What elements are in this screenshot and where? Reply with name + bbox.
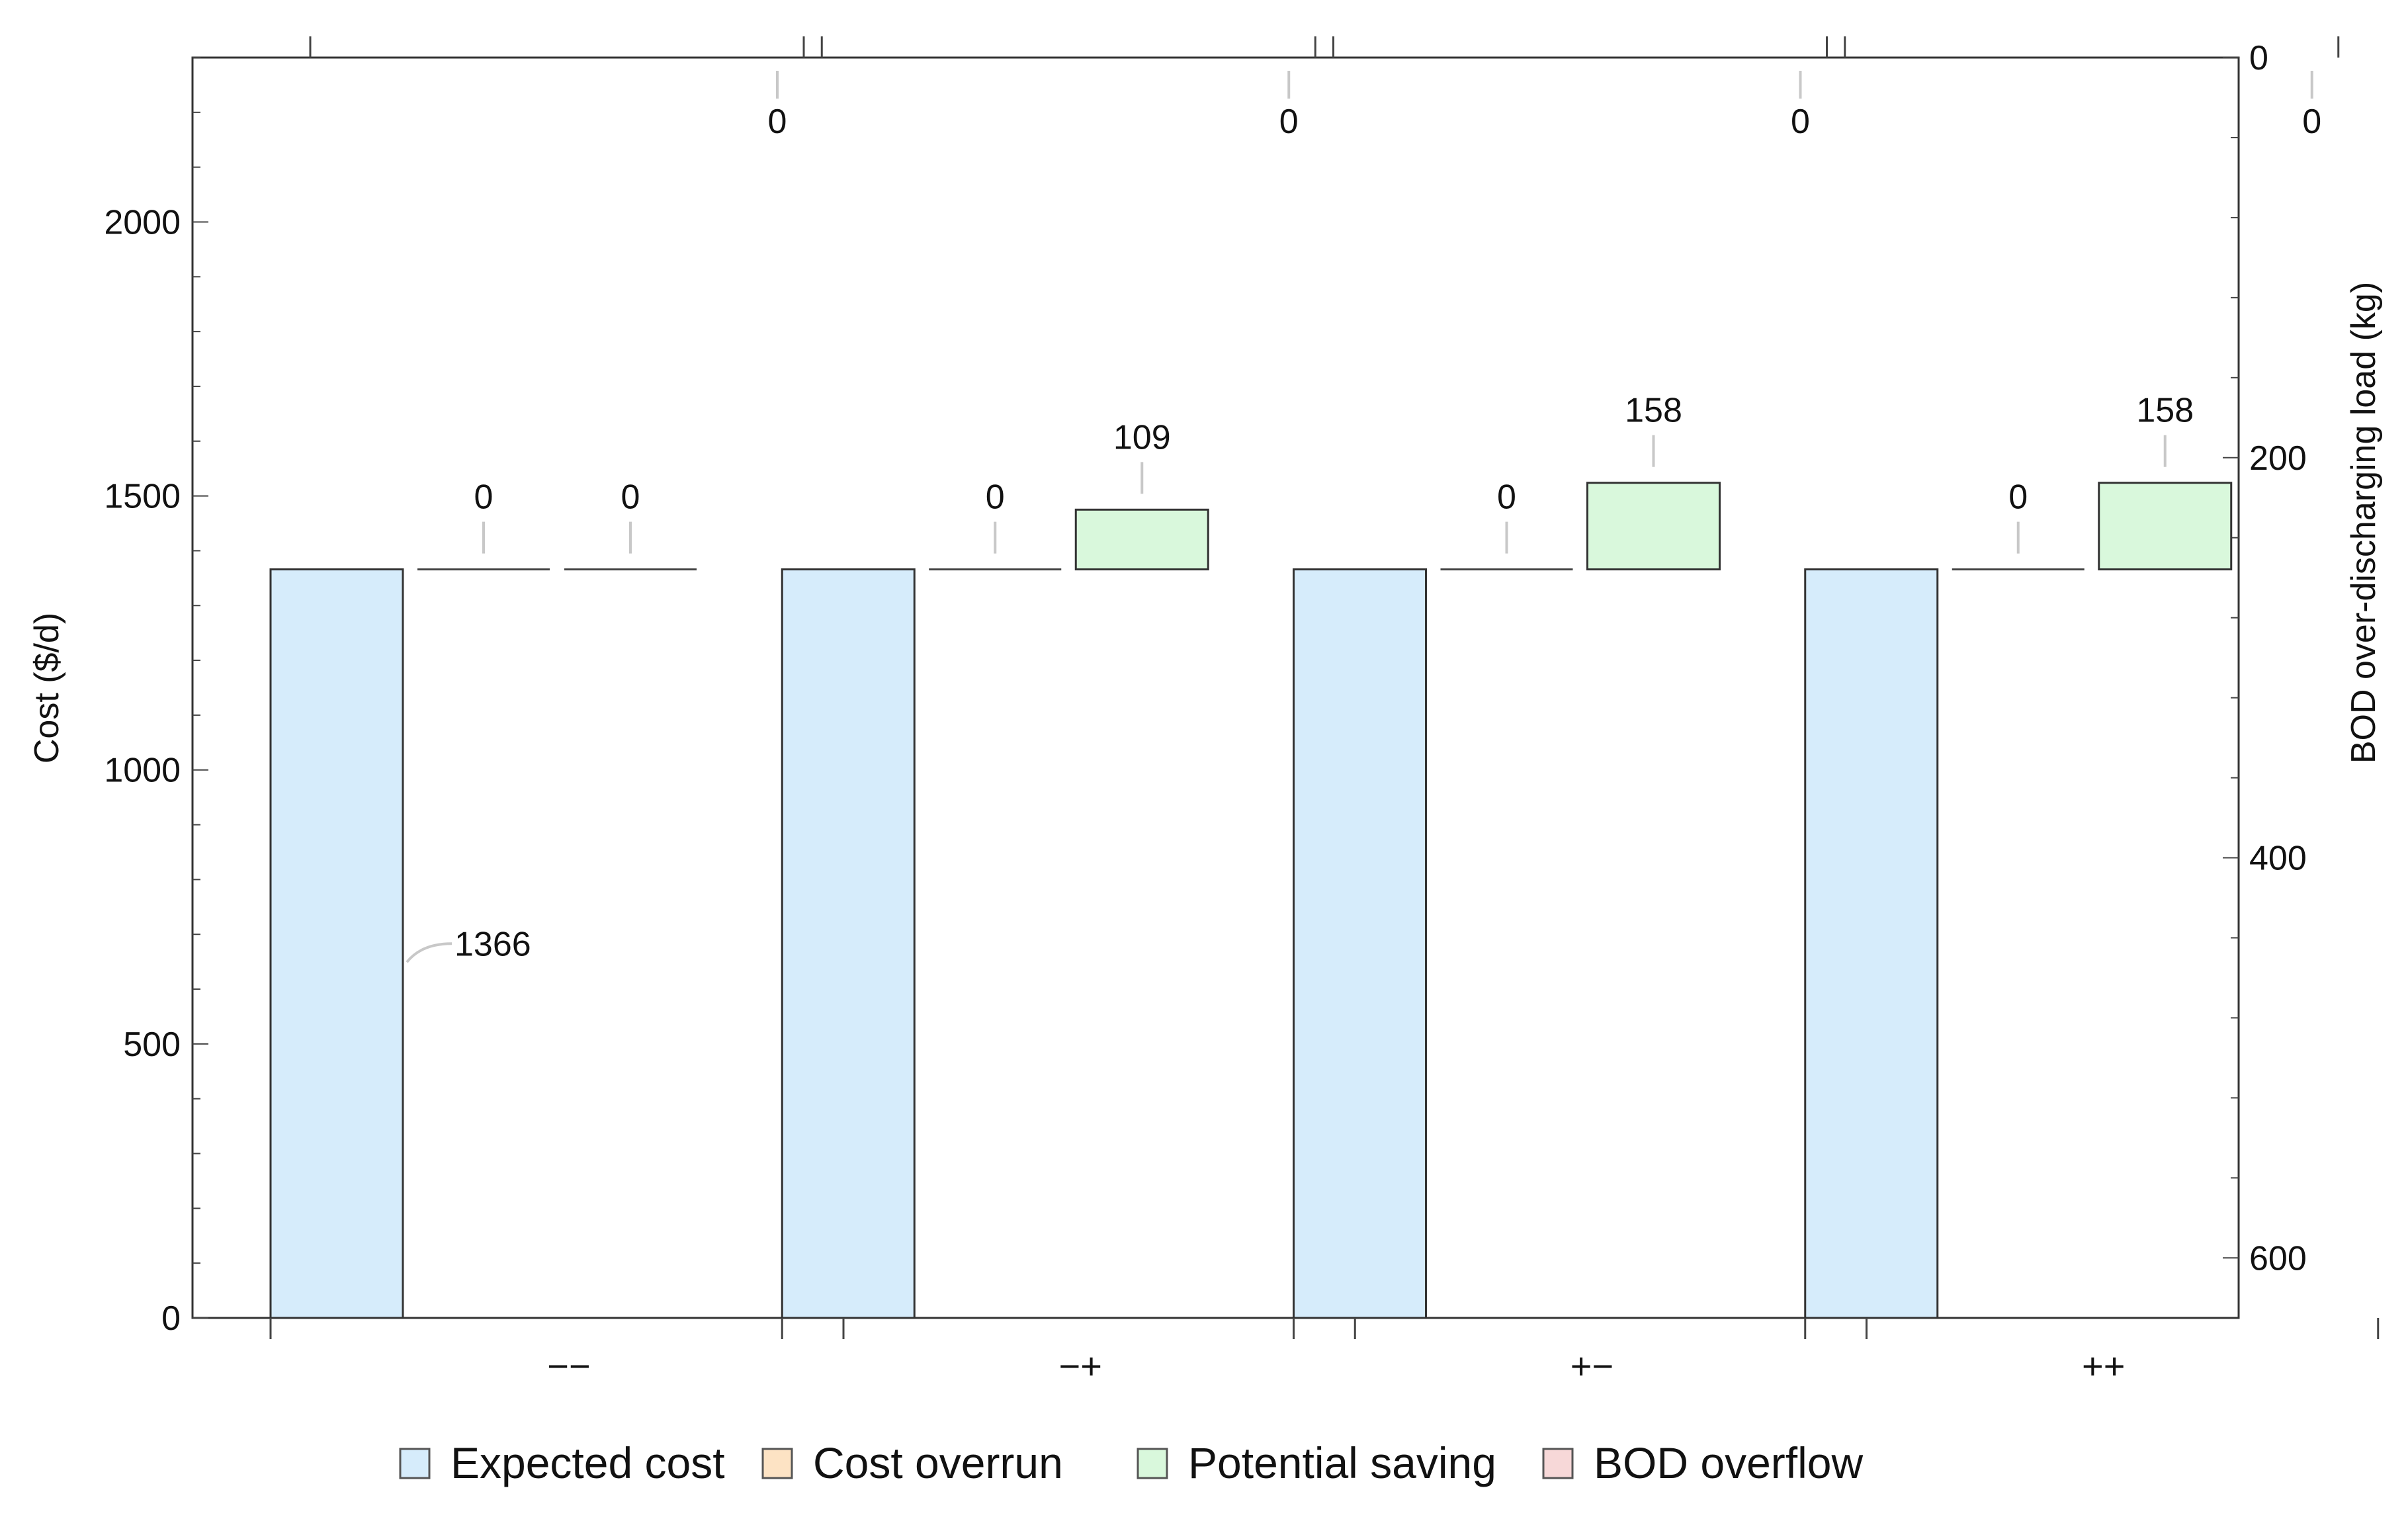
y2-tick-label: 0 [2249,39,2268,77]
right-y-axis: 0 200 400 600 [2223,39,2307,1278]
data-label: 0 [474,478,494,517]
data-label: 0 [986,478,1005,517]
category-label: ++ [2082,1345,2125,1387]
data-label: 158 [2136,392,2194,430]
data-label: 0 [2302,103,2321,141]
y2-tick-label: 600 [2249,1239,2307,1278]
data-label: 109 [1113,418,1171,457]
legend: Expected cost Cost overrun Potential savin… [399,1438,1863,1487]
data-label: 0 [2008,478,2028,517]
y-tick-label: 2000 [104,203,181,241]
top-axis-ticks [309,36,2340,58]
y-tick-label: 0 [161,1299,181,1338]
data-label: 0 [1279,103,1299,141]
legend-swatch [761,1448,793,1479]
bar [1293,568,1427,1319]
data-label: 0 [1791,103,1810,141]
bars-layer [269,482,2233,1319]
legend-swatch [1137,1448,1168,1479]
data-label: 1366 [454,925,531,963]
category-label: −− [547,1345,590,1387]
bar [781,568,916,1319]
left-y-axis: 0 500 1000 1500 2000 [104,57,208,1338]
y-tick-label: 1000 [104,752,181,790]
y-axis-title: Cost ($/d) [28,613,66,764]
data-label: 0 [621,478,640,517]
data-label: 0 [768,103,787,141]
category-label: +− [1570,1345,1613,1387]
bar [1804,568,1939,1319]
y2-tick-label: 200 [2249,439,2307,478]
legend-label: Expected cost [451,1438,725,1487]
data-label: 158 [1625,392,1682,430]
legend-swatch [399,1448,431,1479]
bar [1586,482,1721,571]
bar [2098,482,2233,571]
bar [269,568,404,1319]
legend-label: Cost overrun [813,1438,1063,1487]
category-label: −+ [1059,1345,1102,1387]
data-label: 0 [1497,478,1516,517]
y-tick-label: 500 [123,1025,181,1064]
legend-label: BOD overflow [1594,1438,1863,1487]
data-labels-layer: 1366 0 0 0 0 109 0 0 158 0 0 158 0 [406,71,2321,963]
legend-swatch [1542,1448,1574,1479]
y2-tick-label: 400 [2249,840,2307,878]
label-leader [406,942,452,963]
y-tick-label: 1500 [104,478,181,516]
y2-axis-title: BOD over-discharging load (kg) [2344,282,2383,764]
x-axis: −− −+ +− ++ [269,1318,2380,1387]
legend-label: Potential saving [1188,1438,1496,1487]
bar [1074,508,1209,571]
